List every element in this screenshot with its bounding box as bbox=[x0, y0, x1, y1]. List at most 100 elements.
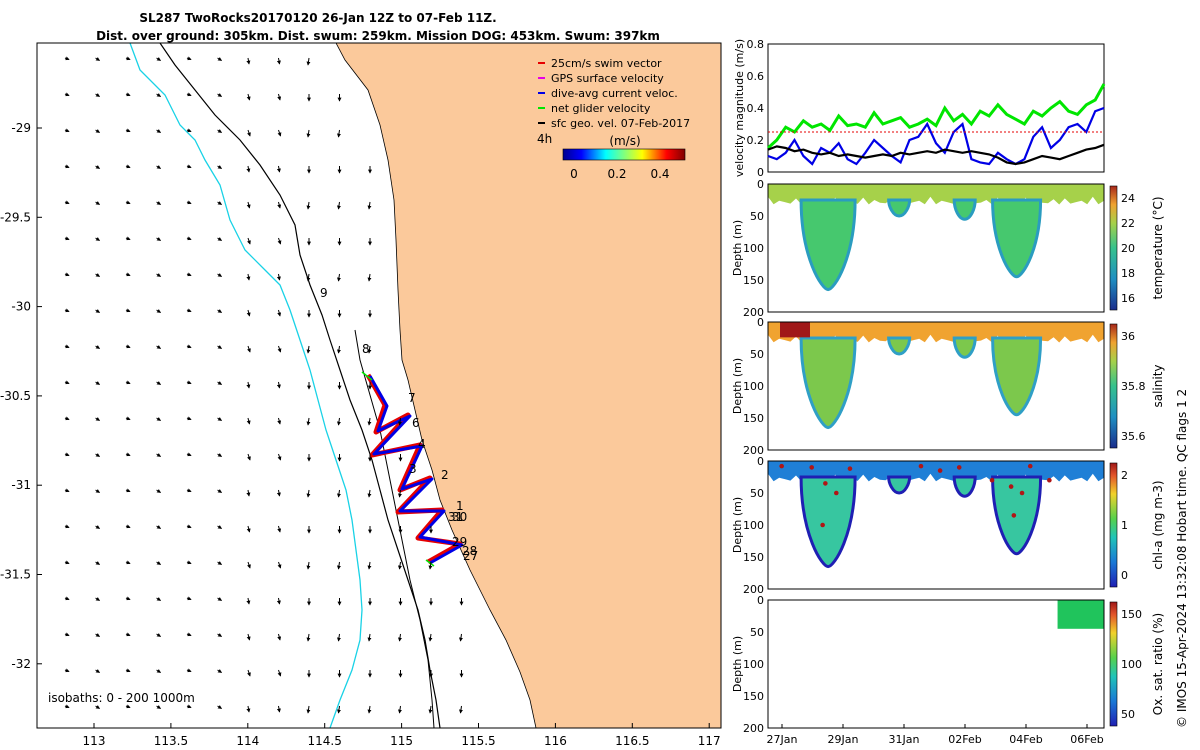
velocity-arrow bbox=[125, 668, 131, 673]
velocity-arrow bbox=[277, 93, 282, 101]
chla-sample bbox=[779, 463, 784, 469]
velocity-arrow bbox=[64, 56, 70, 61]
velocity-arrow bbox=[247, 561, 251, 569]
velocity-arrow bbox=[367, 633, 372, 642]
velocity-arrow bbox=[156, 561, 162, 565]
dive-profile bbox=[887, 198, 912, 218]
panel-frame bbox=[767, 599, 1105, 729]
chla-sample bbox=[1011, 513, 1017, 518]
colorbar-tick: 18 bbox=[1121, 267, 1135, 280]
colorbar bbox=[1109, 462, 1118, 588]
velocity-arrow bbox=[64, 596, 70, 601]
velocity-arrow bbox=[306, 201, 311, 210]
velocity-arrow bbox=[125, 92, 131, 97]
velocity-arrow bbox=[156, 453, 162, 457]
velocity-arrow bbox=[64, 308, 70, 313]
velocity-arrow bbox=[156, 633, 162, 637]
velocity-arrow bbox=[428, 561, 433, 570]
isobath-1000 bbox=[129, 43, 363, 728]
velocity-arrow bbox=[367, 417, 372, 426]
velocity-arrow bbox=[247, 345, 251, 353]
velocity-arrow bbox=[64, 272, 70, 277]
velocity-arrow bbox=[125, 164, 131, 169]
velocity-arrow bbox=[64, 200, 70, 205]
velocity-arrow bbox=[156, 129, 162, 133]
velocity-arrow bbox=[367, 201, 372, 210]
speed-colorbar-ticks: 0 0.2 0.4 bbox=[570, 167, 669, 181]
velocity-arrow bbox=[306, 489, 311, 498]
velocity-arrow bbox=[156, 57, 162, 61]
y-tick-label: -29.5 bbox=[0, 210, 31, 224]
velocity-arrow bbox=[64, 380, 70, 385]
x-tick-label: 116 bbox=[544, 734, 567, 748]
panel-frame bbox=[767, 460, 1105, 590]
velocity-arrow bbox=[246, 273, 251, 281]
arrow-scale-label: 4h bbox=[537, 132, 552, 146]
velocity-arrow bbox=[276, 705, 281, 713]
velocity-arrow bbox=[217, 273, 223, 277]
y-tick-label: -31.5 bbox=[0, 568, 31, 582]
velocity-arrow bbox=[125, 308, 131, 313]
legend-label: 25cm/s swim vector bbox=[551, 57, 662, 70]
y-tick-label: 150 bbox=[743, 690, 764, 703]
colorbar bbox=[1109, 323, 1118, 449]
colorbar-tick: 35.6 bbox=[1121, 430, 1146, 443]
velocity-arrow bbox=[186, 488, 192, 493]
map-x-ticks: 113 113.5 114 114.5 115 115.5 116 116.5 117 bbox=[83, 723, 721, 748]
velocity-arrow bbox=[186, 704, 192, 709]
velocity-arrow bbox=[397, 633, 402, 642]
x-tick-label: 113.5 bbox=[154, 734, 188, 748]
oxygen-data-block bbox=[1057, 600, 1104, 629]
velocity-vector-field bbox=[64, 56, 464, 714]
velocity-arrow bbox=[64, 560, 70, 565]
velocity-arrow bbox=[246, 417, 251, 425]
velocity-arrow bbox=[64, 164, 70, 169]
colorbar-tick: 35.8 bbox=[1121, 380, 1146, 393]
velocity-arrow bbox=[95, 309, 101, 313]
chla-sample bbox=[1008, 484, 1014, 489]
y-tick-label: 150 bbox=[743, 412, 764, 425]
series-line bbox=[767, 106, 1105, 166]
day-label: 1 bbox=[456, 499, 464, 513]
velocity-arrow bbox=[217, 633, 223, 637]
velocity-arrow bbox=[64, 632, 70, 637]
velocity-arrow bbox=[217, 669, 223, 673]
velocity-arrow bbox=[336, 417, 341, 426]
velocity-arrow bbox=[367, 345, 372, 354]
velocity-arrow bbox=[217, 453, 223, 457]
velocity-arrow bbox=[64, 524, 70, 529]
y-tick-label: 200 bbox=[743, 306, 764, 319]
velocity-arrow bbox=[277, 201, 282, 209]
velocity-arrow bbox=[125, 452, 131, 457]
velocity-arrow bbox=[95, 633, 101, 637]
chla-sample bbox=[937, 468, 943, 473]
velocity-arrow bbox=[125, 56, 131, 61]
velocity-arrow bbox=[277, 633, 282, 641]
day-label: 31 bbox=[448, 510, 463, 524]
velocity-arrow bbox=[156, 381, 162, 385]
velocity-arrow bbox=[246, 165, 251, 173]
velocity-arrow bbox=[125, 596, 131, 601]
temperature-panel: 0 50 100 150 200 Depth (m) 24 22 20 18 16 temperatu… bbox=[731, 178, 1165, 319]
day-label: 9 bbox=[320, 286, 328, 300]
y-axis-label: Depth (m) bbox=[731, 220, 744, 276]
colorbar-tick: 150 bbox=[1121, 608, 1142, 621]
velocity-arrow bbox=[64, 92, 70, 97]
y-tick-label: -32 bbox=[11, 657, 31, 671]
velocity-arrow bbox=[246, 57, 251, 65]
velocity-arrow bbox=[95, 165, 101, 169]
velocity-arrow bbox=[336, 345, 341, 354]
velocity-arrow bbox=[95, 237, 101, 241]
velocity-arrow bbox=[277, 309, 282, 317]
velocity-arrow bbox=[64, 128, 70, 133]
salinity-panel: 0 50 100 150 200 Depth (m) 36 35.8 35.6 salinity bbox=[731, 316, 1165, 457]
x-tick-label: 116.5 bbox=[615, 734, 649, 748]
velocity-arrow bbox=[397, 417, 402, 426]
velocity-arrow bbox=[95, 525, 101, 529]
map-legend: 25cm/s swim vector GPS surface velocity di… bbox=[538, 57, 690, 130]
x-tick-label: 113 bbox=[83, 734, 106, 748]
